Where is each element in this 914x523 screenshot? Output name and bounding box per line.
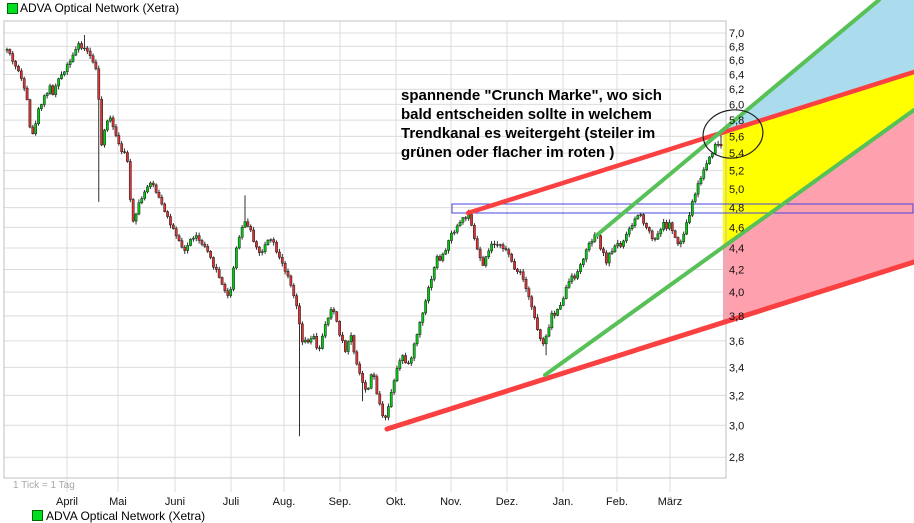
svg-text:2,8: 2,8 [729, 452, 744, 464]
grid [4, 21, 726, 478]
yellow-projection-area [723, 72, 914, 248]
crunch-mark-ellipse [702, 109, 764, 159]
svg-text:Nov.: Nov. [440, 496, 462, 508]
svg-text:3,6: 3,6 [729, 336, 744, 348]
x-axis-labels: April Mai Juni Juli Aug. Sep. Okt. Nov. Dez. Jan.… [56, 478, 682, 508]
plot-border [3, 20, 727, 479]
annotation-line-4: grünen oder flacher im roten ) [401, 144, 615, 161]
svg-text:März: März [658, 496, 682, 508]
svg-text:Okt.: Okt. [386, 496, 406, 508]
svg-text:Dez.: Dez. [496, 496, 519, 508]
trend-annotation-text: spannende "Crunch Marke", wo sich bald e… [401, 86, 662, 162]
svg-text:4,6: 4,6 [729, 222, 744, 234]
green-channel-upper-line [595, 0, 881, 237]
svg-text:6,8: 6,8 [729, 41, 744, 53]
svg-text:3,0: 3,0 [729, 420, 744, 432]
title-legend-square-icon [7, 3, 18, 14]
candles-layer [5, 34, 723, 437]
chart-title: ADVA Optical Network (Xetra) [20, 1, 180, 15]
svg-text:6,2: 6,2 [729, 84, 744, 96]
green-channel-lower-line [543, 108, 914, 377]
svg-text:4,2: 4,2 [729, 265, 744, 277]
trend-lines [384, 0, 914, 432]
svg-text:5,8: 5,8 [729, 115, 744, 127]
svg-text:4,8: 4,8 [729, 203, 744, 215]
red-channel-lower-line [384, 259, 914, 432]
svg-text:Aug.: Aug. [273, 496, 296, 508]
footer-legend-square-icon [32, 510, 43, 521]
svg-text:5,0: 5,0 [729, 184, 744, 196]
svg-text:5,6: 5,6 [729, 131, 744, 143]
svg-text:Juli: Juli [223, 496, 240, 508]
svg-text:7,0: 7,0 [729, 28, 744, 40]
svg-text:3,2: 3,2 [729, 390, 744, 402]
svg-text:5,2: 5,2 [729, 166, 744, 178]
tick-scale-note: 1 Tick = 1 Tag [13, 480, 75, 491]
svg-text:Sep.: Sep. [329, 496, 352, 508]
annotation-line-3: Trendkanal es weitergeht (steiler im [401, 125, 656, 142]
svg-text:4,4: 4,4 [729, 243, 744, 255]
svg-text:3,8: 3,8 [729, 311, 744, 323]
svg-text:Mai: Mai [109, 496, 127, 508]
y-axis-labels: 7,06,86,66,46,26,05,85,65,45,25,04,84,64… [729, 28, 744, 464]
annotation-line-2: bald entscheiden sollte in welchem [401, 106, 652, 123]
svg-text:6,4: 6,4 [729, 69, 744, 81]
svg-text:Juni: Juni [165, 496, 185, 508]
support-range-box [451, 203, 914, 214]
red-channel-upper-line [465, 69, 914, 216]
svg-text:Jan.: Jan. [553, 496, 574, 508]
footer-clipped-title: ADVA Optical Network (Xetra) [46, 509, 206, 523]
pink-projection-area [723, 110, 914, 323]
annotation-line-1: spannende "Crunch Marke", wo sich [401, 87, 662, 104]
svg-text:April: April [56, 496, 78, 508]
svg-text:3,4: 3,4 [729, 362, 744, 374]
svg-text:4,0: 4,0 [729, 287, 744, 299]
svg-text:Feb.: Feb. [606, 496, 628, 508]
svg-text:6,0: 6,0 [729, 99, 744, 111]
svg-text:6,6: 6,6 [729, 55, 744, 67]
cyan-projection-area [718, 0, 914, 134]
trend-channel-fills [718, 0, 914, 323]
